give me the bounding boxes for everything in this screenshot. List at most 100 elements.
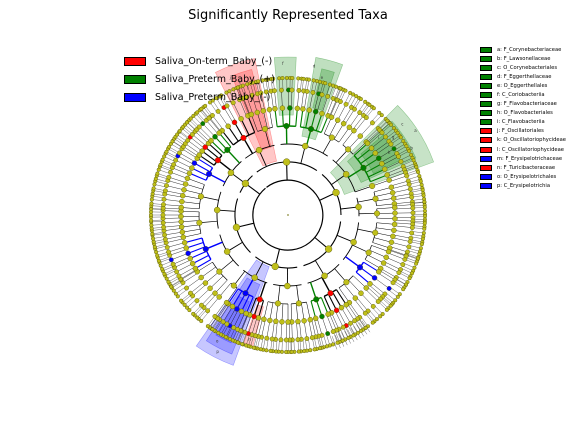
tree-node — [179, 198, 185, 205]
tree-node — [289, 87, 295, 93]
tree-node — [296, 76, 301, 81]
tree-node — [264, 348, 269, 353]
tree-branch — [342, 107, 352, 123]
tree-branch — [271, 321, 275, 340]
taxa-legend-item: h: O_Flavobacteriales — [480, 109, 566, 118]
tree-branch — [388, 172, 406, 179]
clade-letter: k — [239, 79, 242, 84]
tree-node — [219, 93, 224, 98]
tree-node — [388, 303, 393, 308]
tree-branch — [173, 283, 184, 291]
tree-branch — [301, 302, 305, 321]
tree-branch — [151, 229, 164, 231]
tree-node — [289, 349, 294, 354]
tree-node — [151, 186, 156, 191]
class-label: Saliva_Preterm_Baby_(-) — [155, 91, 271, 103]
tree-node — [229, 303, 236, 310]
tree-node — [393, 298, 398, 303]
tree-node — [343, 302, 349, 308]
tree-node — [202, 246, 209, 253]
tree-branch — [299, 321, 302, 340]
tree-branch — [227, 288, 239, 305]
tree-node — [179, 229, 186, 235]
tree-node — [407, 148, 412, 153]
tree-branch — [408, 179, 421, 183]
tree-branch — [321, 316, 328, 334]
tree-branch — [368, 168, 385, 178]
tree-node — [304, 89, 310, 94]
tree-node — [325, 331, 331, 336]
tree-branch — [163, 207, 182, 210]
tree-node — [284, 76, 289, 81]
tree-branch — [410, 239, 423, 243]
tree-branch — [171, 281, 183, 288]
tree-branch — [314, 318, 319, 337]
tree-node — [214, 157, 221, 164]
tree-branch — [349, 302, 360, 318]
tree-branch — [360, 316, 369, 327]
tree-branch — [394, 225, 413, 228]
tree-node — [325, 245, 333, 253]
tree-node — [149, 218, 154, 223]
tree-branch — [355, 185, 373, 193]
tree-node — [312, 315, 319, 322]
clade-highlight — [214, 58, 277, 167]
tree-branch — [280, 321, 283, 340]
tree-node — [203, 103, 208, 108]
tree-node — [278, 337, 284, 343]
tree-node — [274, 349, 279, 354]
tree-node — [171, 162, 177, 167]
tree-node — [410, 205, 416, 211]
tree-branch — [241, 294, 250, 312]
tree-node — [379, 130, 385, 136]
tree-node — [325, 94, 331, 99]
tree-node — [388, 239, 395, 245]
tree-node — [216, 130, 222, 136]
taxa-legend-item: f: C_Coriobacteriia — [480, 90, 566, 99]
tree-node — [383, 254, 389, 261]
tree-branch — [366, 129, 380, 143]
tree-node — [308, 348, 313, 353]
tree-node — [241, 179, 250, 188]
tree-branch — [400, 154, 412, 161]
tree-node — [150, 231, 155, 236]
tree-branch — [181, 207, 200, 210]
tree-branch — [225, 326, 232, 338]
tree-node — [400, 262, 406, 267]
tree-node — [343, 101, 349, 107]
clade-letter: p — [216, 349, 219, 354]
tree-node — [205, 324, 210, 329]
tree-node — [422, 199, 427, 204]
tree-branch — [219, 283, 231, 298]
tree-branch — [257, 112, 263, 130]
tree-node — [357, 110, 363, 116]
tree-node — [168, 257, 174, 263]
clade-letter: o — [216, 339, 219, 344]
tree-node — [272, 106, 278, 112]
taxa-label: e: O_Eggerthellales — [497, 82, 548, 89]
tree-branch — [243, 98, 251, 116]
tree-branch — [406, 253, 419, 258]
tree-node — [210, 327, 215, 332]
tree-branch — [242, 98, 250, 116]
tree-node — [199, 148, 205, 154]
tree-branch — [178, 267, 195, 277]
tree-node — [388, 141, 394, 147]
tree-node — [306, 107, 313, 113]
tree-branch — [301, 90, 304, 109]
tree-branch — [352, 275, 367, 289]
tree-node — [272, 88, 277, 94]
tree-branch — [217, 111, 229, 127]
tree-node — [418, 179, 423, 184]
tree-node — [206, 170, 213, 177]
tree-node — [388, 184, 395, 191]
tree-branch — [344, 305, 355, 321]
tree-branch — [355, 271, 371, 285]
tree-node — [186, 170, 193, 176]
tree-branch — [179, 152, 196, 162]
tree-branch — [305, 128, 312, 147]
tree-node — [285, 319, 291, 325]
tree-branch — [323, 117, 332, 134]
tree-node — [340, 324, 346, 330]
tree-node — [215, 108, 221, 114]
